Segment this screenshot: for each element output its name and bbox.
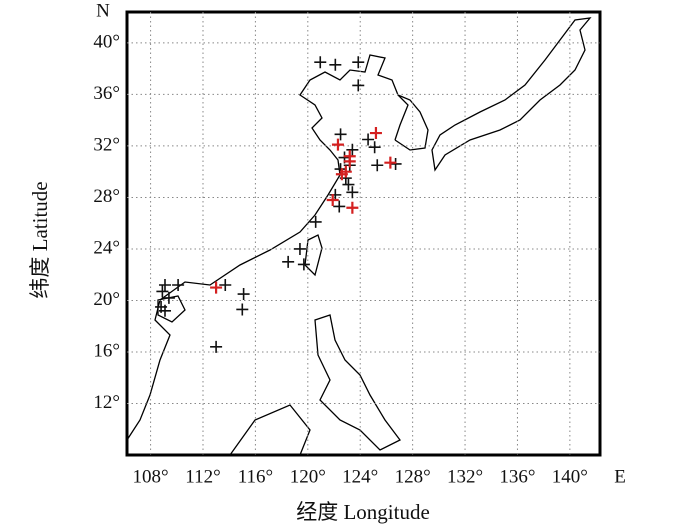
coast-korea <box>394 94 429 151</box>
point-marker <box>219 279 232 292</box>
coast-philippines <box>314 314 401 451</box>
y-tick-label: 32° <box>93 134 120 155</box>
point-marker <box>314 56 327 69</box>
y-tick-label: 12° <box>93 392 120 413</box>
x-tick-label: 124° <box>342 466 378 487</box>
point-marker <box>352 79 365 92</box>
point-marker <box>236 303 249 316</box>
point-marker <box>389 157 402 170</box>
x-tick-label: 132° <box>447 466 483 487</box>
point-marker <box>156 285 169 298</box>
y-tick-label: 24° <box>93 237 120 258</box>
coast-borneo <box>229 404 311 456</box>
y-axis-title: 纬度 Latitude <box>28 181 52 298</box>
point-marker <box>282 255 295 268</box>
x-tick-label: 140° <box>552 466 588 487</box>
point-marker <box>335 168 348 181</box>
x-tick-label: 136° <box>499 466 535 487</box>
x-tick-label: 108° <box>133 466 169 487</box>
point-marker <box>309 215 322 228</box>
point-marker <box>369 127 382 140</box>
coast-hainan <box>157 295 186 323</box>
x-axis-title: 经度 Longitude <box>296 500 430 524</box>
point-marker <box>329 188 342 201</box>
x-tick-label: 120° <box>290 466 326 487</box>
x-tick-label: 116° <box>238 466 273 487</box>
point-marker <box>346 143 359 156</box>
point-marker <box>346 186 359 199</box>
coast-taiwan <box>304 234 323 277</box>
point-marker <box>371 159 384 172</box>
y-end-label: N <box>96 0 110 21</box>
point-marker <box>331 138 344 151</box>
point-marker <box>158 304 171 317</box>
point-marker <box>237 288 250 301</box>
point-marker <box>297 258 310 271</box>
point-marker <box>329 58 342 71</box>
point-marker <box>352 56 365 69</box>
y-tick-label: 20° <box>93 289 120 310</box>
point-marker <box>346 201 359 214</box>
x-tick-label: 128° <box>395 466 431 487</box>
point-marker <box>172 279 185 292</box>
y-tick-label: 40° <box>93 31 120 52</box>
y-tick-label: 36° <box>93 83 120 104</box>
y-tick-label: 28° <box>93 186 120 207</box>
point-marker <box>162 291 175 304</box>
coast-japan <box>431 17 592 172</box>
point-marker <box>210 281 223 294</box>
point-marker <box>333 200 346 213</box>
point-marker <box>368 141 381 154</box>
point-marker <box>334 163 347 176</box>
coast-mainland <box>126 54 409 441</box>
point-marker <box>343 155 356 168</box>
point-marker <box>326 194 339 207</box>
point-marker <box>362 133 375 146</box>
x-tick-label: 112° <box>185 466 220 487</box>
y-tick-label: 16° <box>93 340 120 361</box>
point-marker <box>334 128 347 141</box>
point-marker <box>158 279 171 292</box>
x-end-label: E <box>614 466 626 487</box>
point-marker <box>293 242 306 255</box>
map-frame <box>125 10 602 457</box>
point-marker <box>384 156 397 169</box>
point-marker <box>210 340 223 353</box>
point-marker <box>342 178 355 191</box>
